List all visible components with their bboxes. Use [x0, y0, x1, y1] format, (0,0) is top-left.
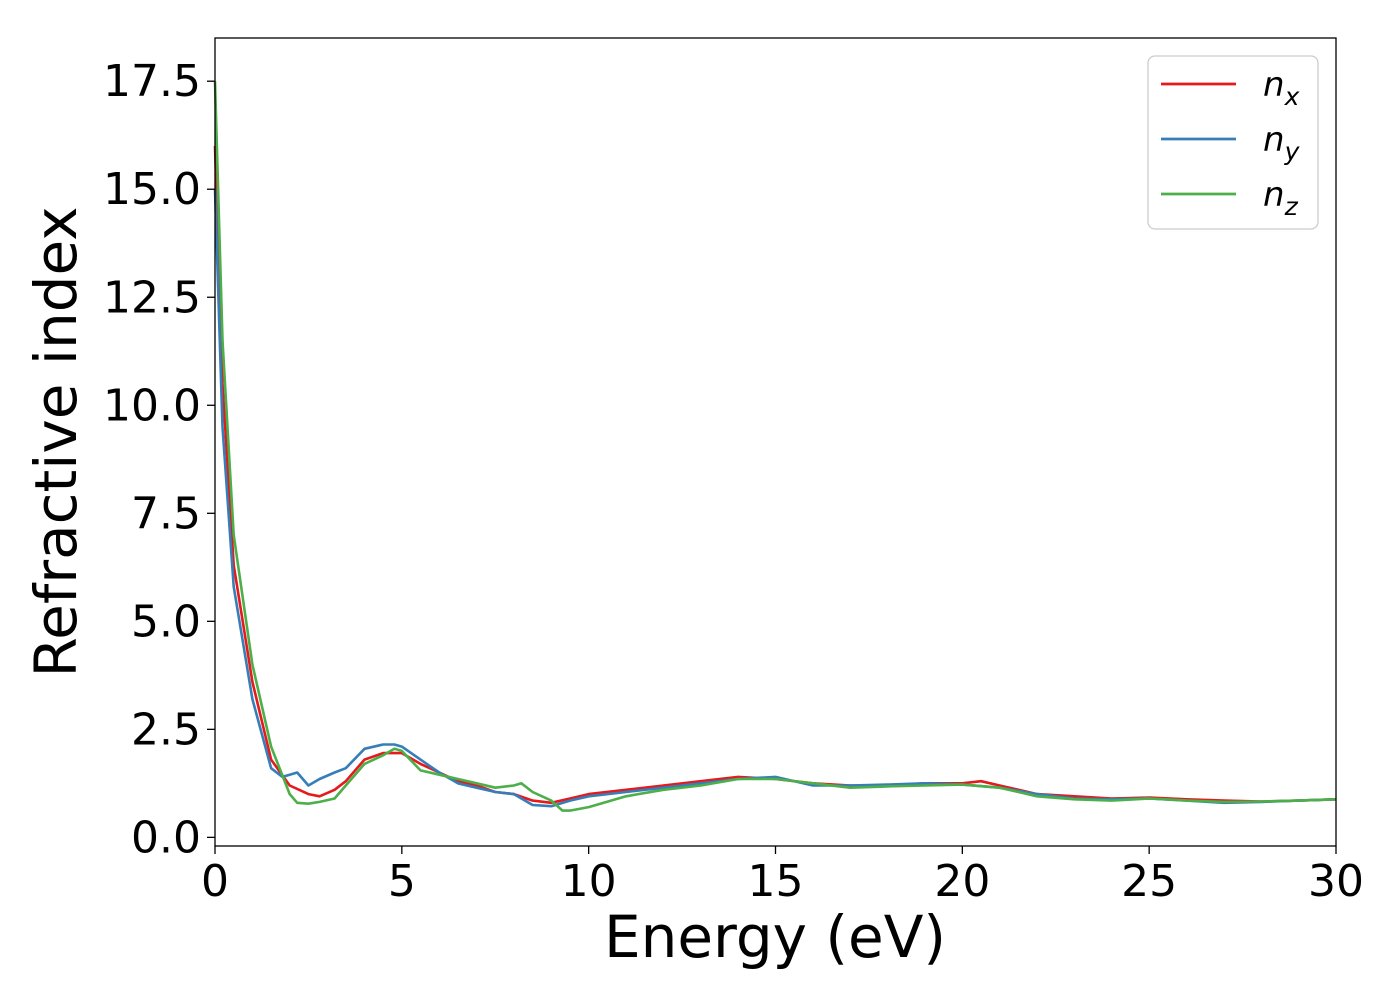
x-tick-label: 20: [934, 856, 990, 907]
legend-subscript-y: y: [1284, 137, 1301, 166]
x-tick-label: 30: [1308, 856, 1364, 907]
legend-subscript-x: x: [1284, 82, 1300, 111]
series-line-y: [213, 189, 1337, 808]
x-tick-label: 15: [748, 856, 804, 907]
y-tick-label: 17.5: [103, 56, 201, 107]
x-tick-label: 25: [1121, 856, 1177, 907]
legend-box: [1147, 55, 1319, 230]
series-layer: [213, 81, 1337, 812]
x-axis-ticks: 0 5 10 15 20 25 30: [201, 846, 1364, 907]
y-tick-label: 12.5: [103, 272, 201, 323]
y-tick-label: 7.5: [131, 488, 201, 539]
y-axis-title: Refractive index: [22, 206, 90, 677]
y-tick-label: 10.0: [103, 380, 201, 431]
legend-subscript-z: z: [1284, 192, 1299, 221]
y-axis-ticks: 0.0 2.5 5.0 7.5 10.0 12.5 15.0 17.5: [103, 56, 215, 863]
y-tick-label: 5.0: [131, 596, 201, 647]
x-tick-label: 10: [561, 856, 617, 907]
y-tick-label: 15.0: [103, 164, 201, 215]
series-line-z: [213, 81, 1337, 812]
x-tick-label: 5: [388, 856, 416, 907]
series-line-x: [213, 145, 1337, 805]
x-tick-label: 0: [201, 856, 229, 907]
x-axis-title: Energy (eV): [604, 903, 946, 971]
y-tick-label: 0.0: [131, 812, 201, 863]
legend-label-y: ny: [1263, 120, 1301, 166]
y-tick-label: 2.5: [131, 704, 201, 755]
